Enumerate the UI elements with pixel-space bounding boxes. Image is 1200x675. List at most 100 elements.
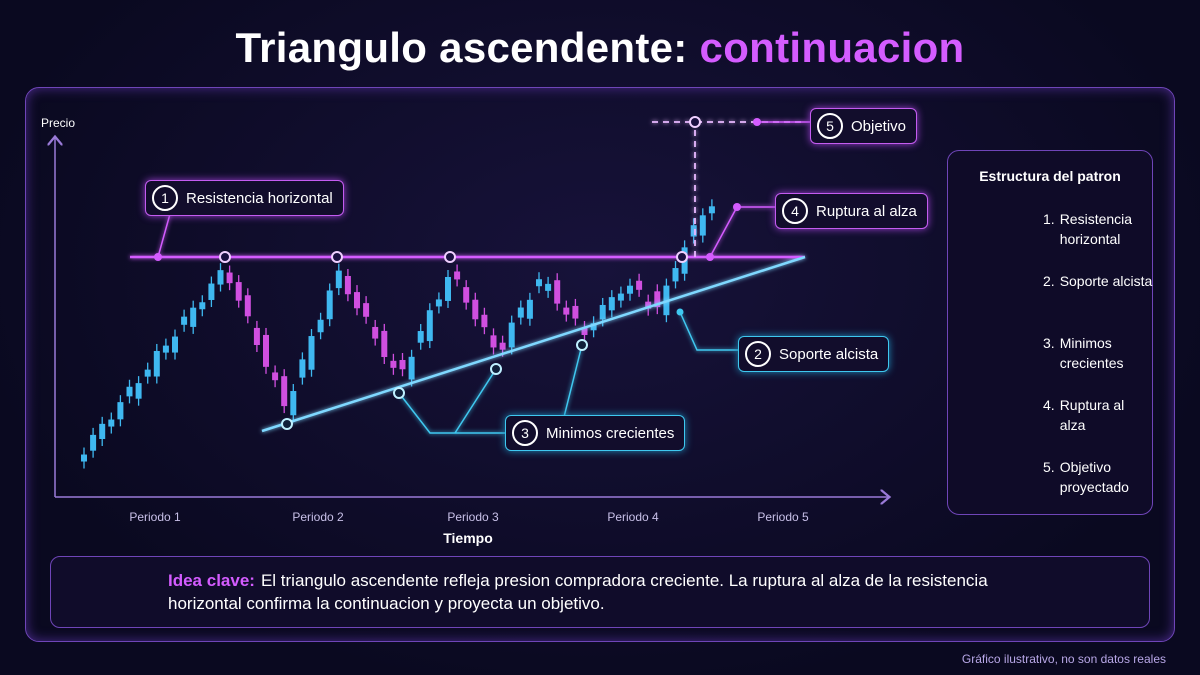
candle-body [617, 293, 624, 301]
candle-body [672, 268, 679, 282]
candle-body [117, 402, 124, 420]
candle-body [99, 423, 106, 440]
key-label: Idea clave: [168, 571, 255, 590]
key-text: El triangulo ascendente refleja presion … [168, 571, 988, 613]
period-label: Periodo 5 [757, 510, 809, 524]
candle-body [463, 287, 470, 303]
period-label: Periodo 3 [447, 510, 499, 524]
candle-body [363, 303, 370, 317]
period-label: Periodo 4 [607, 510, 659, 524]
candle-body [627, 285, 633, 294]
cyan-connectors [398, 311, 738, 434]
legend-label: Ruptura al alza [1059, 397, 1125, 433]
legend-label: Minimos crecientes [1059, 335, 1124, 371]
legend-label: Soporte alcista [1059, 273, 1153, 289]
candle-body [481, 314, 488, 328]
candle-body [608, 297, 615, 311]
candle-body [162, 345, 169, 353]
candle-body [408, 356, 415, 380]
candle-body [390, 360, 397, 368]
callout-number: 1 [152, 185, 178, 211]
callout: 3 Minimos crecientes [505, 415, 686, 451]
candle-body [217, 270, 224, 285]
period-label: Periodo 1 [129, 510, 181, 524]
candle-body [581, 327, 588, 335]
callout-label: Ruptura al alza [816, 202, 917, 220]
footnote: Gráfico ilustrativo, no son datos reales [961, 652, 1166, 666]
candle-body [590, 323, 597, 331]
period-label: Periodo 2 [292, 510, 344, 524]
legend-item: 1. Resistencia horizontal [1043, 209, 1153, 249]
support-dot [676, 308, 684, 316]
candle-body [372, 326, 379, 339]
candle-body [208, 283, 215, 300]
callout: 5 Objetivo [810, 108, 918, 144]
candle-body [399, 360, 406, 370]
candle-body [426, 310, 433, 342]
candle-body [135, 383, 142, 399]
callout-label: Soporte alcista [779, 345, 879, 363]
legend-label: Resistencia horizontal [1059, 211, 1133, 247]
candle-body [335, 270, 342, 289]
legend-item: 2. Soporte alcista [1043, 271, 1153, 291]
candle-body [144, 369, 151, 377]
candle-body [445, 276, 451, 301]
magenta-dots [154, 118, 761, 261]
candle-body [545, 283, 552, 291]
callout: 2 Soporte alcista [738, 336, 890, 372]
candle-body [435, 299, 442, 307]
callout-number: 4 [782, 198, 808, 224]
legend-item: 5. Objetivo proyectado [1043, 457, 1153, 497]
legend: Estructura del patron 1. Resistencia hori… [947, 150, 1153, 515]
support-touches [281, 339, 588, 430]
candle-body [554, 280, 561, 304]
candle-body [526, 299, 533, 319]
legend-number: 2. [1043, 273, 1055, 289]
candle-body [417, 331, 424, 343]
candle-body [472, 299, 479, 320]
candle-body [508, 322, 515, 348]
callout-number: 3 [512, 420, 538, 446]
candle-body [490, 335, 497, 348]
candle-body [517, 307, 524, 318]
candle-body [253, 327, 260, 346]
candle-body [654, 291, 661, 308]
legend-number: 3. [1043, 335, 1055, 351]
candle-body [563, 307, 570, 315]
candle-body [454, 271, 461, 280]
candle-body [690, 225, 697, 237]
candle-body [281, 376, 288, 407]
legend-number: 5. [1043, 459, 1055, 475]
legend-title: Estructura del patron [979, 168, 1121, 184]
callout-number: 5 [817, 113, 843, 139]
magenta-connectors [157, 121, 810, 258]
candle-body [381, 330, 388, 358]
y-axis-label: Precio [41, 116, 75, 130]
support-line [261, 255, 806, 433]
candle-body [108, 419, 115, 427]
candle-body [645, 301, 652, 309]
main-panel [25, 87, 1175, 642]
legend-item: 4. Ruptura al alza [1043, 395, 1153, 435]
candle-body [235, 282, 242, 301]
callout: 1 Resistencia horizontal [145, 180, 344, 216]
candle-body [263, 334, 269, 367]
candle-body [344, 275, 351, 295]
candle-body [172, 336, 178, 353]
candle-body [126, 386, 133, 397]
candle-body [708, 206, 715, 214]
candle-body [699, 215, 706, 236]
candle-body [153, 350, 160, 377]
legend-number: 4. [1043, 397, 1055, 413]
candle-body [290, 391, 297, 416]
candle-body [636, 280, 643, 290]
callout-number: 2 [745, 341, 771, 367]
callout: 4 Ruptura al alza [775, 193, 928, 229]
candle-body [272, 372, 279, 381]
legend-number: 1. [1043, 211, 1055, 227]
title-main: Triangulo ascendente: [235, 24, 688, 71]
candle-body [81, 454, 87, 462]
title: Triangulo ascendente: continuacion [0, 24, 1200, 72]
